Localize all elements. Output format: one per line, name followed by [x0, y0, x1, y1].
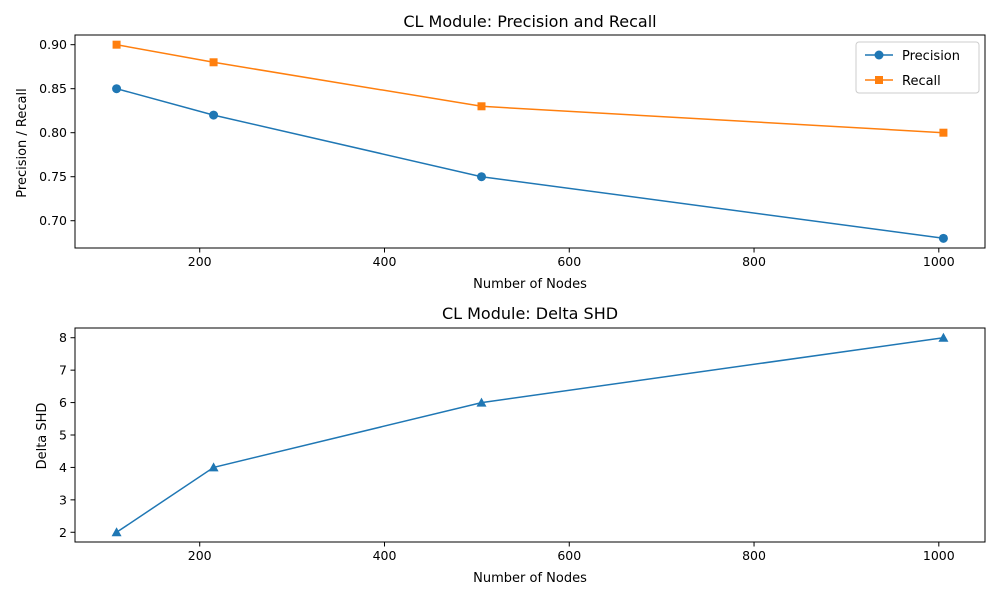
series-line-delta-shd [116, 336, 944, 533]
x-tick-label: 400 [373, 548, 397, 563]
axes-frame [74, 34, 986, 249]
data-point-delta-shd [111, 527, 122, 537]
y-tick-label: 0.70 [39, 213, 67, 228]
legend-entry-recall: Recall [865, 74, 941, 89]
data-point-precision [476, 172, 486, 182]
y-tick-label: 3 [59, 492, 67, 507]
x-axis-label: Number of Nodes [473, 571, 587, 586]
data-point-delta-shd [476, 397, 487, 407]
x-tick-label: 1000 [923, 548, 955, 563]
chart-title: CL Module: Precision and Recall [403, 12, 656, 31]
y-tick-label: 2 [59, 525, 67, 540]
plot-series [111, 332, 949, 537]
x-tick-label: 200 [188, 548, 212, 563]
data-point-delta-shd [938, 332, 949, 342]
y-tick-label: 7 [59, 363, 67, 378]
data-point-precision [938, 233, 948, 243]
y-tick-label: 8 [59, 330, 67, 345]
data-point-precision [112, 84, 122, 94]
series-line-recall [116, 43, 944, 134]
legend: Precision Recall [855, 41, 980, 94]
axis-ticks: 200 400 600 800 1000 2 3 4 5 6 7 8 [59, 330, 955, 563]
legend-entry-precision: Precision [865, 49, 960, 64]
y-tick-label: 5 [59, 428, 67, 443]
legend-label-recall: Recall [902, 74, 941, 89]
chart-delta-shd: CL Module: Delta SHD Number of Nodes Del… [35, 304, 986, 586]
chart-precision-recall: CL Module: Precision and Recall Number o… [15, 12, 986, 292]
data-point-recall [112, 40, 121, 49]
plot-series [112, 40, 948, 243]
x-tick-label: 1000 [923, 254, 955, 269]
legend-marker-precision [874, 50, 884, 60]
y-axis-label: Delta SHD [35, 403, 50, 470]
data-point-recall [477, 102, 486, 111]
y-tick-label: 4 [59, 460, 67, 475]
x-tick-label: 800 [742, 254, 766, 269]
data-point-precision [209, 110, 219, 120]
data-point-recall [209, 58, 218, 67]
y-tick-label: 0.85 [39, 81, 67, 96]
legend-label-precision: Precision [902, 49, 960, 64]
x-tick-label: 600 [557, 254, 581, 269]
x-axis-label: Number of Nodes [473, 277, 587, 292]
y-axis-label: Precision / Recall [15, 88, 30, 197]
axes-frame [74, 327, 986, 543]
x-tick-label: 200 [188, 254, 212, 269]
chart-title: CL Module: Delta SHD [442, 304, 618, 323]
legend-marker-recall [875, 76, 883, 84]
x-tick-label: 800 [742, 548, 766, 563]
y-tick-label: 0.75 [39, 169, 67, 184]
data-point-delta-shd [208, 462, 219, 472]
y-tick-label: 0.80 [39, 125, 67, 140]
y-tick-label: 0.90 [39, 37, 67, 52]
x-tick-label: 600 [557, 548, 581, 563]
data-point-recall [939, 128, 948, 137]
x-tick-label: 400 [373, 254, 397, 269]
y-tick-label: 6 [59, 395, 67, 410]
series-line-precision [116, 87, 944, 240]
axis-ticks: 200 400 600 800 1000 0.70 0.75 0.80 0.85 0.90 [39, 37, 955, 269]
